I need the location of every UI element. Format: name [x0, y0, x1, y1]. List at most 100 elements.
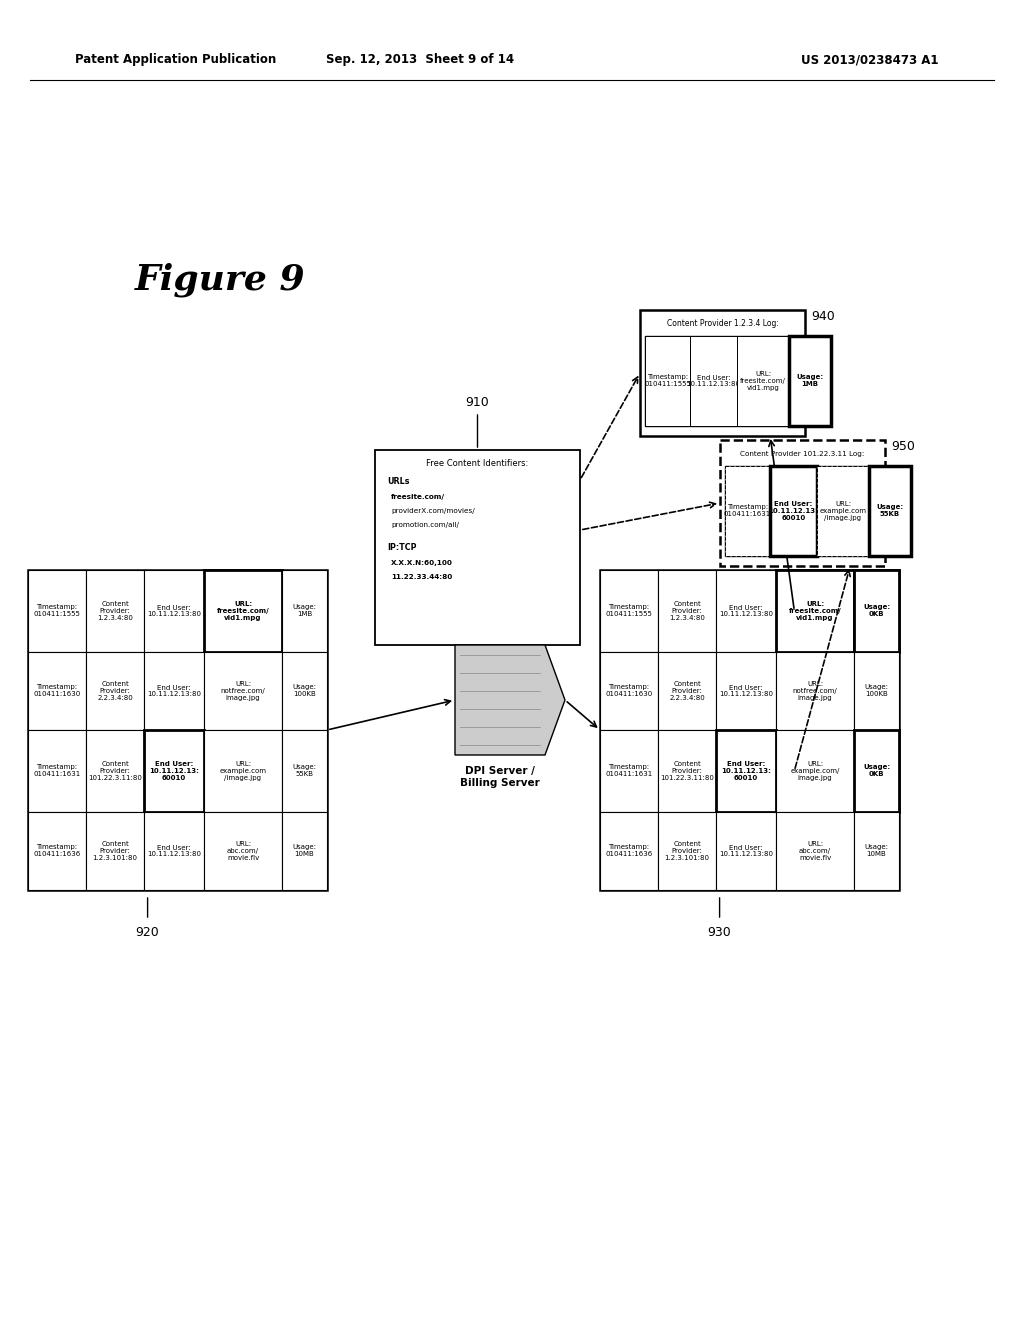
- Text: Usage:
10MB: Usage: 10MB: [293, 845, 316, 858]
- Bar: [854, 730, 899, 812]
- Bar: [776, 812, 854, 890]
- Text: Content
Provider:
2.2.3.4:80: Content Provider: 2.2.3.4:80: [669, 681, 705, 701]
- Text: promotion.com/all/: promotion.com/all/: [391, 521, 459, 528]
- Bar: [854, 812, 899, 890]
- Bar: [776, 652, 854, 730]
- Text: URL:
abc.com/
movie.flv: URL: abc.com/ movie.flv: [227, 841, 259, 861]
- Bar: [725, 466, 911, 556]
- Text: Timestamp:
010411:1555: Timestamp: 010411:1555: [34, 605, 81, 618]
- Bar: [658, 570, 716, 652]
- Text: Content Provider 101.22.3.11 Log:: Content Provider 101.22.3.11 Log:: [740, 451, 864, 457]
- Text: Usage:
0KB: Usage: 0KB: [863, 764, 890, 777]
- Text: Content
Provider:
1.2.3.4:80: Content Provider: 1.2.3.4:80: [97, 601, 133, 620]
- Bar: [282, 812, 327, 890]
- Bar: [600, 570, 658, 652]
- Text: 920: 920: [136, 925, 160, 939]
- Bar: [86, 652, 144, 730]
- Bar: [716, 812, 776, 890]
- Bar: [375, 450, 580, 645]
- Text: Usage:
1MB: Usage: 1MB: [797, 375, 823, 388]
- Text: X.X.X.N:60,100: X.X.X.N:60,100: [391, 560, 453, 566]
- Bar: [144, 652, 204, 730]
- Text: Sep. 12, 2013  Sheet 9 of 14: Sep. 12, 2013 Sheet 9 of 14: [326, 54, 514, 66]
- Text: 930: 930: [708, 925, 731, 939]
- Text: Content
Provider:
1.2.3.101:80: Content Provider: 1.2.3.101:80: [92, 841, 137, 861]
- Text: Content Provider 1.2.3.4 Log:: Content Provider 1.2.3.4 Log:: [667, 319, 778, 329]
- Bar: [28, 570, 86, 652]
- Text: End User:
10.11.12.13:80: End User: 10.11.12.13:80: [147, 605, 201, 618]
- Text: Timestamp:
010411:1555: Timestamp: 010411:1555: [644, 375, 691, 388]
- Bar: [645, 337, 831, 426]
- Text: End User:
10.11.12.13:
60010: End User: 10.11.12.13: 60010: [150, 762, 199, 781]
- Bar: [854, 652, 899, 730]
- Bar: [28, 652, 86, 730]
- Text: Usage:
10MB: Usage: 10MB: [864, 845, 889, 858]
- Polygon shape: [455, 645, 565, 755]
- Text: URL:
freesite.com/
vid1.mpg: URL: freesite.com/ vid1.mpg: [740, 371, 786, 391]
- Text: Figure 9: Figure 9: [135, 263, 305, 297]
- Text: Timestamp:
010411:1630: Timestamp: 010411:1630: [605, 685, 652, 697]
- Bar: [776, 570, 854, 652]
- Bar: [776, 730, 854, 812]
- Text: End User:
10.11.12.13:80: End User: 10.11.12.13:80: [719, 605, 773, 618]
- Bar: [725, 466, 770, 556]
- Text: URLs: URLs: [387, 478, 410, 487]
- Bar: [690, 337, 737, 426]
- Bar: [86, 570, 144, 652]
- Bar: [28, 570, 327, 890]
- Bar: [204, 652, 282, 730]
- Text: Timestamp:
010411:1631: Timestamp: 010411:1631: [605, 764, 652, 777]
- Text: URL:
notfree.com/
image.jpg: URL: notfree.com/ image.jpg: [793, 681, 838, 701]
- Text: Timestamp:
010411:1555: Timestamp: 010411:1555: [605, 605, 652, 618]
- Text: 940: 940: [811, 309, 835, 322]
- Text: End User:
10.11.12.13:
60010: End User: 10.11.12.13: 60010: [769, 502, 818, 521]
- Text: Timestamp:
010411:1631: Timestamp: 010411:1631: [34, 764, 81, 777]
- Bar: [737, 337, 790, 426]
- Text: URL:
example.com
/image.jpg: URL: example.com /image.jpg: [219, 762, 266, 781]
- Text: Usage:
0KB: Usage: 0KB: [863, 605, 890, 618]
- Bar: [600, 812, 658, 890]
- Bar: [144, 730, 204, 812]
- Text: Content
Provider:
101.22.3.11:80: Content Provider: 101.22.3.11:80: [660, 762, 714, 781]
- Text: Timestamp:
010411:1636: Timestamp: 010411:1636: [605, 845, 652, 858]
- Bar: [640, 310, 805, 436]
- Text: Usage:
55KB: Usage: 55KB: [293, 764, 316, 777]
- Text: Usage:
100KB: Usage: 100KB: [864, 685, 889, 697]
- Text: 950: 950: [891, 440, 914, 453]
- Bar: [282, 570, 327, 652]
- Bar: [658, 812, 716, 890]
- Bar: [869, 466, 911, 556]
- Bar: [658, 652, 716, 730]
- Bar: [86, 730, 144, 812]
- Text: Usage:
1MB: Usage: 1MB: [293, 605, 316, 618]
- Bar: [28, 730, 86, 812]
- Bar: [282, 730, 327, 812]
- Text: Content
Provider:
1.2.3.101:80: Content Provider: 1.2.3.101:80: [665, 841, 710, 861]
- Text: freesite.com/: freesite.com/: [391, 494, 445, 500]
- Bar: [770, 466, 817, 556]
- Text: Content
Provider:
2.2.3.4:80: Content Provider: 2.2.3.4:80: [97, 681, 133, 701]
- Text: Timestamp:
010411:1630: Timestamp: 010411:1630: [34, 685, 81, 697]
- Text: Content
Provider:
101.22.3.11:80: Content Provider: 101.22.3.11:80: [88, 762, 142, 781]
- Bar: [204, 730, 282, 812]
- Bar: [86, 812, 144, 890]
- Text: Content
Provider:
1.2.3.4:80: Content Provider: 1.2.3.4:80: [669, 601, 705, 620]
- Text: Usage:
100KB: Usage: 100KB: [293, 685, 316, 697]
- Bar: [790, 337, 831, 426]
- Text: URL:
freesite.com/
vid1.mpg: URL: freesite.com/ vid1.mpg: [217, 601, 269, 620]
- Text: End User:
10.11.12.13:80: End User: 10.11.12.13:80: [686, 375, 740, 388]
- Text: DPI Server /
Billing Server: DPI Server / Billing Server: [460, 766, 540, 788]
- Text: URL:
abc.com/
movie.flv: URL: abc.com/ movie.flv: [799, 841, 831, 861]
- Bar: [658, 730, 716, 812]
- Text: 11.22.33.44:80: 11.22.33.44:80: [391, 574, 453, 579]
- Text: URL:
example.com/
image.jpg: URL: example.com/ image.jpg: [791, 762, 840, 781]
- Bar: [28, 812, 86, 890]
- Bar: [144, 812, 204, 890]
- Text: 910: 910: [466, 396, 489, 408]
- Text: providerX.com/movies/: providerX.com/movies/: [391, 508, 475, 513]
- Text: URL:
notfree.com/
image.jpg: URL: notfree.com/ image.jpg: [220, 681, 265, 701]
- Bar: [716, 570, 776, 652]
- Text: End User:
10.11.12.13:80: End User: 10.11.12.13:80: [147, 685, 201, 697]
- Bar: [716, 652, 776, 730]
- Text: Patent Application Publication: Patent Application Publication: [75, 54, 276, 66]
